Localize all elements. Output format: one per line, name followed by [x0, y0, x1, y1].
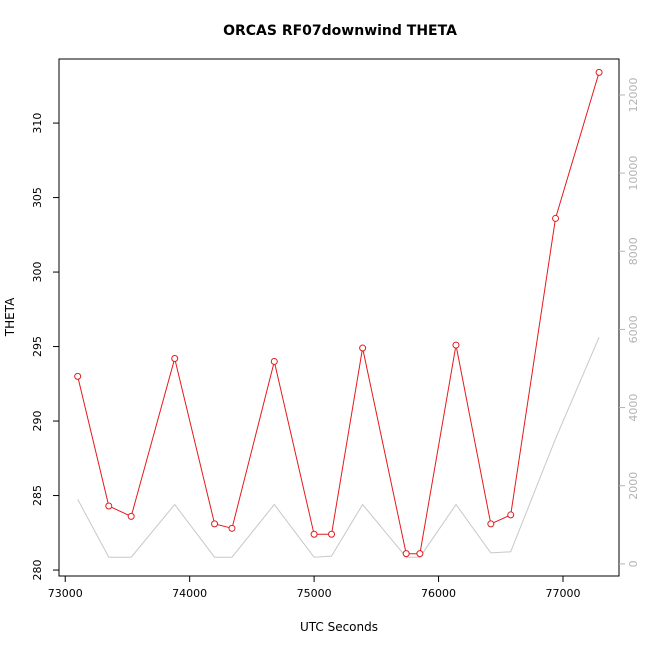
- data-point: [105, 502, 113, 510]
- series-layer: [74, 68, 603, 558]
- data-point: [487, 520, 495, 528]
- series-line-right-axis: [77, 337, 600, 558]
- y2-tick-label: 12000: [627, 77, 640, 112]
- data-point: [270, 357, 278, 365]
- y-tick-label: 280: [31, 560, 44, 581]
- data-point: [171, 354, 179, 362]
- data-point: [328, 530, 336, 538]
- y2-tick-label: 4000: [627, 394, 640, 422]
- y-tick-label: 310: [31, 113, 44, 134]
- y-tick-label: 300: [31, 262, 44, 283]
- y2-tick-label: 6000: [627, 315, 640, 343]
- plot-frame: [58, 58, 620, 577]
- x-tick-label: 75000: [297, 587, 332, 600]
- x-axis: 73000 74000 75000 76000 77000: [48, 576, 581, 600]
- y-tick-label: 290: [31, 411, 44, 432]
- data-point: [402, 550, 410, 558]
- x-tick-label: 74000: [172, 587, 207, 600]
- data-point: [359, 344, 367, 352]
- y-tick-label: 285: [31, 485, 44, 506]
- data-point: [416, 550, 424, 558]
- y-tick-label: 305: [31, 187, 44, 208]
- x-tick-label: 77000: [546, 587, 581, 600]
- x-tick-label: 76000: [421, 587, 456, 600]
- data-point: [452, 341, 460, 349]
- data-point: [228, 524, 236, 532]
- data-point: [552, 214, 560, 222]
- y-tick-label: 295: [31, 336, 44, 357]
- x-tick-label: 73000: [48, 587, 83, 600]
- data-point: [127, 512, 135, 520]
- y2-tick-label: 8000: [627, 237, 640, 265]
- y-axis-left: 280 285 290 295 300 305 310: [31, 113, 59, 581]
- y2-tick-label: 2000: [627, 472, 640, 500]
- data-point: [74, 372, 82, 380]
- y2-tick-label: 0: [627, 560, 640, 567]
- chart-title: ORCAS RF07downwind THETA: [223, 23, 457, 39]
- data-point: [595, 68, 603, 76]
- y2-tick-label: 10000: [627, 156, 640, 191]
- y-axis-label: THETA: [3, 297, 17, 337]
- y-axis-right: 0 2000 4000 6000 8000 10000 12000: [619, 77, 640, 567]
- series-line: [77, 72, 600, 555]
- x-axis-label: UTC Seconds: [300, 620, 378, 634]
- data-point: [310, 530, 318, 538]
- data-point: [507, 511, 515, 519]
- data-point: [211, 520, 219, 528]
